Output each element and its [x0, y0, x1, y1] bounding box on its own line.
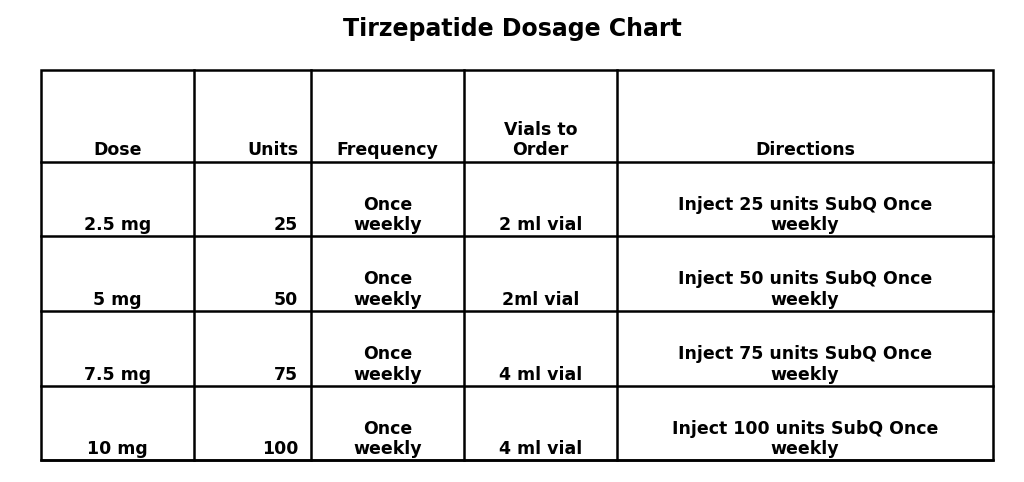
Text: 5 mg: 5 mg	[93, 291, 141, 309]
Text: Inject 50 units SubQ Once
weekly: Inject 50 units SubQ Once weekly	[678, 270, 932, 309]
Text: Once
weekly: Once weekly	[353, 270, 422, 309]
Text: 100: 100	[262, 441, 298, 458]
Text: Frequency: Frequency	[337, 141, 438, 160]
Text: Vials to
Order: Vials to Order	[504, 120, 578, 160]
Text: Inject 25 units SubQ Once
weekly: Inject 25 units SubQ Once weekly	[678, 196, 932, 234]
Text: 10 mg: 10 mg	[87, 441, 147, 458]
Text: 4 ml vial: 4 ml vial	[499, 366, 583, 384]
Text: Once
weekly: Once weekly	[353, 345, 422, 384]
Text: 7.5 mg: 7.5 mg	[84, 366, 151, 384]
Text: 25: 25	[273, 216, 298, 234]
Text: Once
weekly: Once weekly	[353, 420, 422, 458]
Text: 75: 75	[274, 366, 298, 384]
Text: Directions: Directions	[755, 141, 855, 160]
Text: 2.5 mg: 2.5 mg	[84, 216, 151, 234]
Text: Inject 100 units SubQ Once
weekly: Inject 100 units SubQ Once weekly	[672, 420, 938, 458]
Text: Units: Units	[247, 141, 298, 160]
Text: Dose: Dose	[93, 141, 141, 160]
Text: Tirzepatide Dosage Chart: Tirzepatide Dosage Chart	[343, 17, 681, 41]
Text: 4 ml vial: 4 ml vial	[499, 441, 583, 458]
Text: 2ml vial: 2ml vial	[502, 291, 580, 309]
Text: 50: 50	[273, 291, 298, 309]
Text: Once
weekly: Once weekly	[353, 196, 422, 234]
Text: Inject 75 units SubQ Once
weekly: Inject 75 units SubQ Once weekly	[678, 345, 932, 384]
Text: 2 ml vial: 2 ml vial	[499, 216, 583, 234]
